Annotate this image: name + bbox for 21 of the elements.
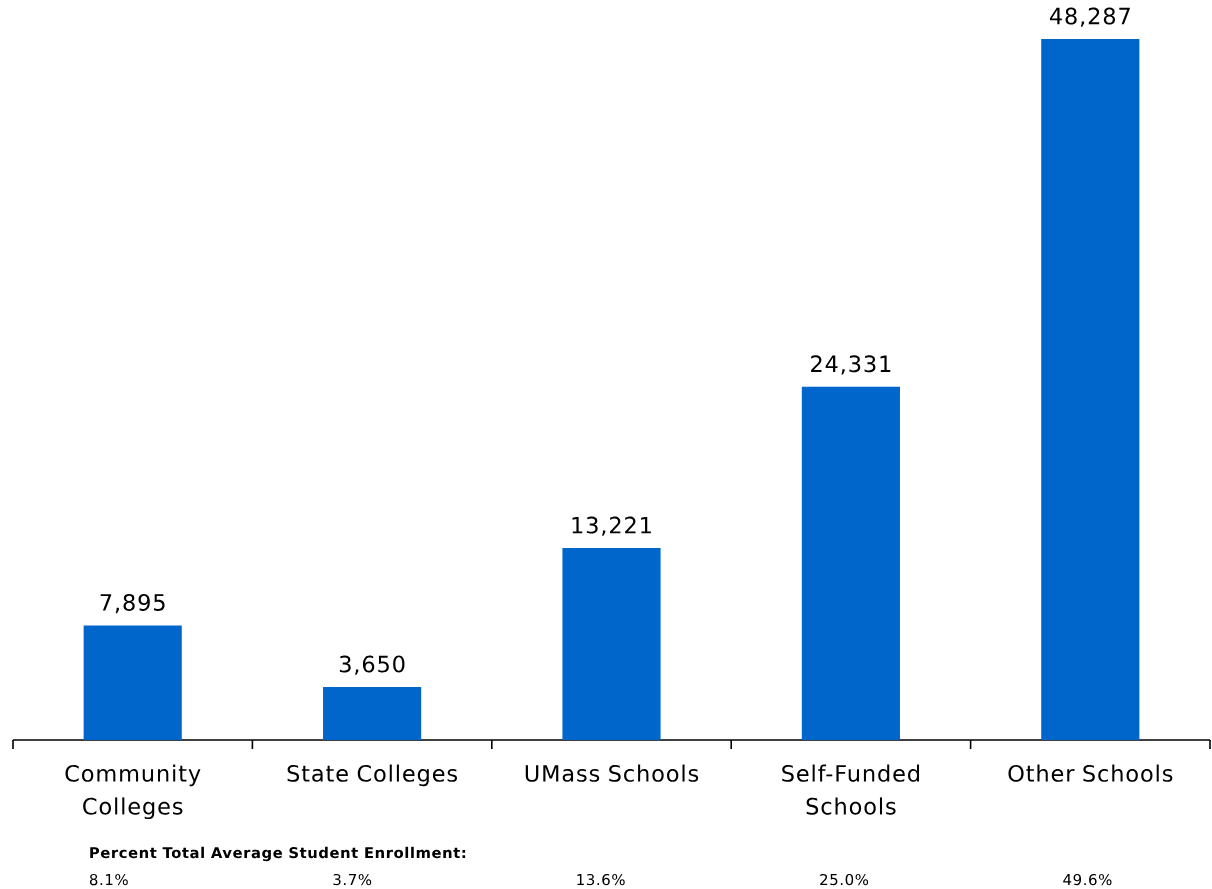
x-tick-label: UMass Schools <box>525 764 699 782</box>
bar <box>1041 38 1140 740</box>
text: Percent Total Average Student Enrollment: <box>90 846 466 862</box>
bar <box>562 548 661 740</box>
data-label: 24,331 <box>811 355 891 375</box>
x-tick-label: Self-Funded Schools <box>782 764 920 815</box>
text: 49.6% <box>1063 873 1112 886</box>
bar <box>323 687 422 740</box>
x-tick-label: State Colleges <box>287 764 457 787</box>
bar <box>83 625 182 740</box>
text: 8.1% <box>89 873 128 886</box>
data-label: 48,287 <box>1049 7 1130 27</box>
bar <box>801 386 900 740</box>
text: 25.0% <box>820 873 869 886</box>
text: 3.7% <box>333 873 372 886</box>
text: 13.6% <box>577 873 625 886</box>
x-tick-label: Community Colleges <box>65 764 201 820</box>
data-label: 3,650 <box>339 655 405 675</box>
data-label: 7,895 <box>100 593 165 614</box>
x-tick-label: Other Schools <box>1008 764 1173 782</box>
data-label: 13,221 <box>572 516 651 536</box>
